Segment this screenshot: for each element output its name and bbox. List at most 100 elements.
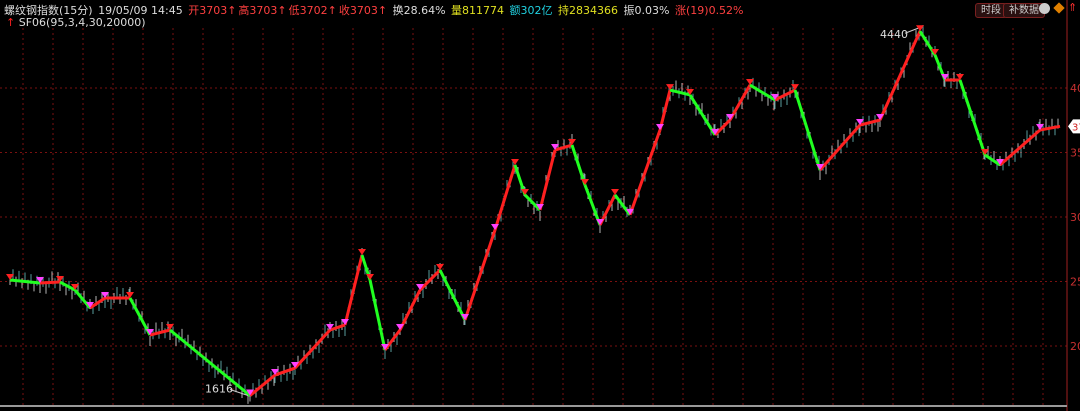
zigzag-up-segment [293, 328, 332, 370]
zigzag-up-segment [538, 149, 557, 211]
zigzag-down-segment [793, 89, 822, 171]
quote-header: 螺纹钢指数(15分) 19/05/09 14:45 开3703↑ 高3703↑ 低3… [4, 2, 746, 18]
zigzag-up-segment [628, 129, 662, 216]
zigzag-up-segment [329, 323, 346, 332]
clock-icon[interactable] [1039, 3, 1050, 14]
zigzag-up-segment [398, 289, 422, 331]
low-annotation-leader [229, 389, 249, 397]
pivot-marker [246, 389, 254, 396]
pivot-marker [56, 276, 64, 283]
pivot-marker [521, 188, 529, 195]
open-value: 开3703↑ [188, 4, 237, 17]
pivot-marker [686, 88, 694, 95]
zigzag-up-segment [39, 280, 61, 285]
zigzag-down-segment [984, 153, 1001, 167]
pivot-marker [916, 25, 924, 32]
pivot-marker [626, 208, 634, 215]
zigzag-down-segment [128, 297, 152, 336]
zigzag-up-segment [713, 118, 732, 137]
zigzag-down-segment [613, 194, 632, 216]
change-value: 涨(19)0.52% [674, 4, 744, 17]
pivot-marker [1036, 124, 1044, 131]
pivot-marker [666, 84, 674, 91]
zigzag-down-segment [73, 289, 92, 309]
pivot-marker [771, 93, 779, 100]
amount-value: 额302亿 [509, 4, 553, 17]
pivot-marker [126, 292, 134, 299]
pivot-marker [711, 128, 719, 135]
zigzag-down-segment [958, 79, 987, 156]
pivot-marker [816, 164, 824, 171]
pivot-marker [931, 48, 939, 55]
zigzag-up-segment [89, 296, 106, 310]
pivot-marker [396, 324, 404, 331]
zigzag-up-segment [1039, 124, 1061, 132]
high-annotation: 4440 [880, 28, 908, 41]
close-value: 收3703↑ [338, 4, 388, 17]
high-value: 高3703↑ [238, 4, 287, 17]
pivot-marker [941, 74, 949, 81]
low-annotation: 1616 [205, 383, 233, 396]
zigzag-up-segment [343, 254, 364, 326]
zigzag-up-segment [274, 366, 296, 377]
pivot-marker [568, 139, 576, 146]
zigzag-up-segment [774, 88, 796, 102]
zigzag-up-segment [149, 328, 171, 337]
pivot-marker [6, 273, 14, 280]
y-tick-label: 40 [1070, 82, 1080, 95]
zigzag-down-segment [9, 278, 41, 285]
low-value: 低3702↑ [288, 4, 337, 17]
turnover-value: 换28.64% [392, 4, 446, 17]
open-interest-value: 持2834366 [558, 4, 619, 17]
zigzag-down-segment [438, 269, 467, 321]
pivot-marker [611, 188, 619, 195]
zigzag-up-segment [859, 118, 881, 127]
current-price-tag [1068, 119, 1080, 134]
pivot-marker [876, 113, 884, 120]
pivot-marker [656, 124, 664, 131]
red-up-arrow-icon: ↑ [6, 16, 16, 29]
pivot-marker [746, 79, 754, 86]
pivot-marker [381, 343, 389, 350]
zigzag-down-segment [59, 280, 76, 292]
zigzag-up-segment [463, 229, 497, 321]
pivot-marker [101, 292, 109, 299]
zigzag-up-segment [999, 128, 1041, 167]
zigzag-down-segment [669, 88, 691, 97]
pivot-marker [956, 74, 964, 81]
zigzag-up-segment [418, 268, 442, 292]
pivot-marker [71, 284, 79, 291]
pivot-marker [146, 329, 154, 336]
zigzag-up-segment [493, 164, 517, 231]
pivot-marker [366, 273, 374, 280]
pivot-marker [726, 113, 734, 120]
y-tick-label: 35 [1070, 147, 1080, 160]
indicator-label: ↑ SF06(95,3,4,30,20000) [6, 16, 146, 29]
zigzag-up-segment [249, 373, 276, 397]
pivot-marker [86, 301, 94, 308]
pivot-marker [981, 148, 989, 155]
amplitude-value: 振0.03% [623, 4, 670, 17]
pivot-marker [551, 144, 559, 151]
pivot-marker [791, 84, 799, 91]
zigzag-up-segment [383, 329, 402, 351]
pivot-marker [856, 119, 864, 126]
volume-value: 量811774 [451, 4, 505, 17]
zigzag-up-segment [878, 30, 922, 121]
pivot-marker [358, 249, 366, 256]
zigzag-down-segment [570, 144, 587, 186]
pivot-marker [461, 313, 469, 320]
zigzag-down-segment [688, 94, 717, 136]
zigzag-down-segment [523, 193, 542, 212]
pivot-marker [271, 369, 279, 376]
pivot-marker [436, 264, 444, 271]
red-marker-icon[interactable]: ⇑ [1068, 1, 1078, 14]
y-tick-label: 20 [1070, 340, 1080, 353]
zigzag-up-segment [818, 124, 862, 172]
zigzag-down-segment [749, 83, 776, 102]
pivot-marker [596, 218, 604, 225]
pivot-marker [536, 204, 544, 211]
zigzag-down-segment [169, 328, 251, 397]
current-price-label: 37 [1072, 122, 1080, 133]
